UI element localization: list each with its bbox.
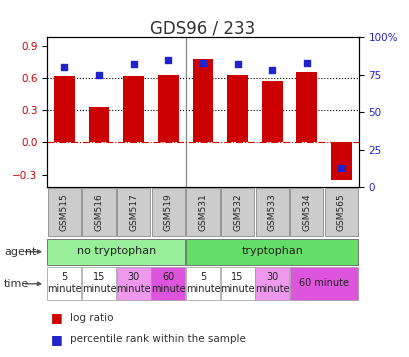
Bar bbox=[47, 267, 81, 300]
Bar bbox=[186, 239, 357, 265]
Bar bbox=[48, 188, 81, 236]
Text: GSM517: GSM517 bbox=[129, 193, 138, 231]
Bar bbox=[255, 188, 288, 236]
Point bbox=[165, 57, 171, 63]
Text: time: time bbox=[4, 279, 29, 289]
Bar bbox=[82, 188, 115, 236]
Text: ■: ■ bbox=[51, 333, 63, 346]
Bar bbox=[324, 188, 357, 236]
Text: 60
minute: 60 minute bbox=[151, 272, 185, 294]
Bar bbox=[186, 267, 219, 300]
Bar bbox=[296, 72, 317, 142]
Bar bbox=[54, 76, 75, 142]
Bar bbox=[255, 267, 288, 300]
Text: GSM516: GSM516 bbox=[94, 193, 103, 231]
Bar bbox=[117, 188, 150, 236]
Text: GSM534: GSM534 bbox=[301, 193, 310, 231]
Point bbox=[199, 60, 206, 66]
Bar bbox=[330, 142, 351, 180]
Point bbox=[268, 67, 275, 73]
Text: agent: agent bbox=[4, 247, 36, 257]
Bar bbox=[186, 188, 219, 236]
Bar bbox=[82, 267, 116, 300]
Bar bbox=[261, 81, 282, 142]
Text: no tryptophan: no tryptophan bbox=[76, 246, 156, 256]
Text: 30
minute: 30 minute bbox=[116, 272, 151, 294]
Bar bbox=[289, 267, 357, 300]
Bar bbox=[47, 239, 185, 265]
Bar bbox=[151, 267, 185, 300]
Bar bbox=[227, 75, 247, 142]
Bar bbox=[157, 75, 178, 142]
Text: 5
minute: 5 minute bbox=[185, 272, 220, 294]
Text: GSM533: GSM533 bbox=[267, 193, 276, 231]
Text: tryptophan: tryptophan bbox=[240, 246, 302, 256]
Text: 15
minute: 15 minute bbox=[220, 272, 254, 294]
Text: 60 minute: 60 minute bbox=[299, 278, 348, 288]
Bar bbox=[123, 76, 144, 142]
Bar bbox=[220, 267, 254, 300]
Bar bbox=[117, 267, 150, 300]
Text: GSM531: GSM531 bbox=[198, 193, 207, 231]
Text: ■: ■ bbox=[51, 311, 63, 324]
Text: 5
minute: 5 minute bbox=[47, 272, 81, 294]
Text: GSM515: GSM515 bbox=[60, 193, 69, 231]
Text: log ratio: log ratio bbox=[70, 313, 113, 323]
Point bbox=[96, 72, 102, 78]
Bar bbox=[290, 188, 323, 236]
Bar bbox=[88, 107, 109, 142]
Point bbox=[303, 60, 309, 66]
Point bbox=[234, 62, 240, 67]
Bar bbox=[151, 188, 184, 236]
Point bbox=[130, 62, 137, 67]
Text: GSM565: GSM565 bbox=[336, 193, 345, 231]
Point bbox=[61, 65, 67, 70]
Point bbox=[337, 165, 344, 171]
Bar bbox=[220, 188, 254, 236]
Text: GSM532: GSM532 bbox=[232, 193, 241, 231]
Text: 15
minute: 15 minute bbox=[81, 272, 116, 294]
Text: GSM519: GSM519 bbox=[164, 193, 173, 231]
Text: 30
minute: 30 minute bbox=[254, 272, 289, 294]
Text: percentile rank within the sample: percentile rank within the sample bbox=[70, 334, 245, 344]
Bar bbox=[192, 59, 213, 142]
Title: GDS96 / 233: GDS96 / 233 bbox=[150, 19, 255, 37]
